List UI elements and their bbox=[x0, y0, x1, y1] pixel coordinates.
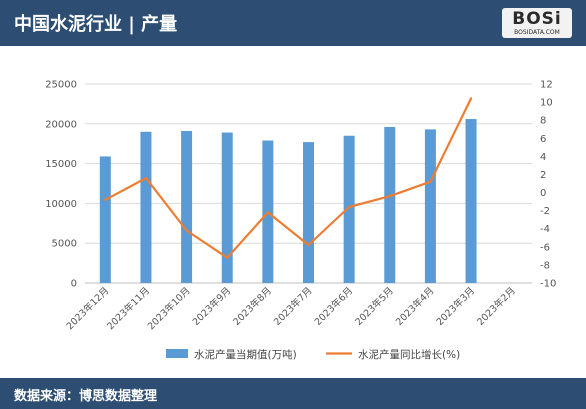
bar bbox=[465, 119, 477, 283]
bar bbox=[384, 126, 396, 283]
legend-label-line: 水泥产量同比增长(%) bbox=[358, 348, 460, 361]
line-point bbox=[266, 211, 270, 214]
bar bbox=[221, 132, 233, 283]
combo-chart: 0 5000 10000 15000 20000 25000 -10 -8 -6 -4 -2 0 2 4 6… bbox=[45, 80, 556, 362]
bar bbox=[343, 135, 355, 283]
y-left-tick-label: 10000 bbox=[45, 199, 77, 210]
y-right-tick-label: 0 bbox=[540, 188, 546, 199]
x-tick-label: 2023年5月 bbox=[353, 285, 396, 328]
x-tick-label: 2023年6月 bbox=[312, 285, 355, 328]
line-point bbox=[469, 97, 473, 100]
bar bbox=[303, 142, 314, 283]
bar bbox=[99, 156, 111, 283]
legend-label-bar: 水泥产量当期值(万吨) bbox=[194, 348, 297, 361]
line-point bbox=[185, 229, 188, 232]
footer-bar: 数据来源：博思数据整理 bbox=[0, 378, 586, 409]
x-tick-label: 2023年12月 bbox=[64, 285, 112, 333]
y-left-tick-label: 20000 bbox=[45, 119, 77, 130]
y-right-tick-label: 4 bbox=[540, 152, 546, 163]
bar bbox=[424, 129, 436, 283]
y-right-tick-label: -2 bbox=[540, 206, 550, 217]
line-point bbox=[388, 194, 391, 198]
y-left-tick-label: 5000 bbox=[52, 239, 77, 250]
header-bar: 中国水泥行业 | 产量 BOSi BOSIDATA.COM bbox=[0, 0, 586, 46]
x-tick-label: 2023年11月 bbox=[105, 285, 153, 333]
data-source-note: 数据来源：博思数据整理 bbox=[14, 389, 158, 404]
line-point bbox=[226, 256, 229, 259]
x-tick-label: 2023年3月 bbox=[434, 285, 477, 328]
line-point bbox=[429, 180, 432, 183]
bar bbox=[181, 130, 193, 283]
y-right-tick-label: -10 bbox=[540, 279, 556, 290]
page-title: 中国水泥行业 | 产量 bbox=[14, 14, 178, 35]
x-tick-label: 2023年4月 bbox=[393, 285, 436, 328]
y-left-tick-label: 25000 bbox=[45, 80, 77, 91]
line-point bbox=[104, 198, 107, 201]
line-point bbox=[347, 205, 351, 209]
y-right-tick-label: 8 bbox=[540, 116, 546, 127]
x-tick-label: 2023年10月 bbox=[145, 285, 193, 333]
bar bbox=[140, 131, 152, 283]
bosi-logo: BOSi BOSIDATA.COM bbox=[502, 8, 572, 38]
y-left-tick-label: 0 bbox=[71, 279, 77, 290]
y-left-tick-label: 15000 bbox=[45, 159, 77, 170]
y-right-tick-label: -8 bbox=[540, 260, 550, 271]
y-right-tick-label: -6 bbox=[540, 242, 550, 253]
legend-swatch-bar bbox=[166, 349, 188, 358]
y-right-tick-label: 10 bbox=[540, 98, 553, 109]
x-tick-label: 2023年7月 bbox=[271, 285, 314, 328]
line-point bbox=[144, 176, 148, 180]
y-right-tick-label: 12 bbox=[540, 80, 553, 91]
y-right-tick-label: 6 bbox=[540, 134, 546, 145]
logo-wordmark: BOSi bbox=[512, 9, 562, 29]
x-tick-label: 2023年8月 bbox=[231, 285, 274, 328]
x-tick-label: 2023年2月 bbox=[475, 285, 518, 328]
logo-subtext: BOSIDATA.COM bbox=[514, 29, 560, 36]
y-right-tick-label: -4 bbox=[540, 224, 550, 235]
growth-line bbox=[104, 98, 472, 259]
y-right-tick-label: 2 bbox=[540, 170, 546, 181]
line-point bbox=[307, 243, 310, 247]
x-tick-label: 2023年9月 bbox=[190, 285, 233, 328]
